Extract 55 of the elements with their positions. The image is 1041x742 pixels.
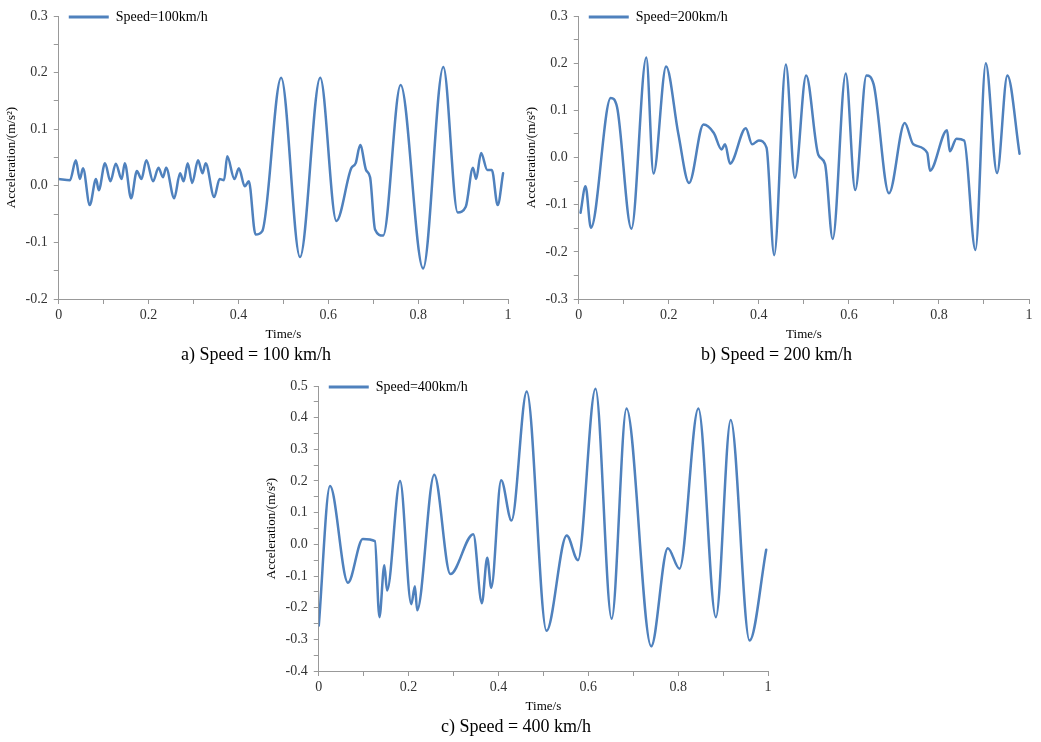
y-tick-label: 0.2 — [290, 472, 308, 488]
y-tick-label: 0.0 — [550, 149, 568, 165]
y-tick-label: 0.2 — [550, 54, 568, 70]
y-axis-title: Acceleration/(m/s²) — [263, 477, 279, 580]
y-tick-label: -0.1 — [545, 196, 568, 212]
text: b) Speed = 200 km/h — [700, 343, 853, 365]
x-tick-label: 0.2 — [399, 679, 418, 695]
x-tick-label: 0.6 — [840, 307, 858, 323]
x-tick-label: 1 — [764, 679, 772, 695]
line-series — [579, 56, 1021, 257]
x-tick-label: 0.6 — [319, 307, 338, 323]
x-tick-label: 0.2 — [660, 307, 678, 323]
x-tick-label: 0.8 — [669, 679, 687, 695]
x-axis-title: Time/s — [525, 698, 562, 714]
y-tick-label: 0.2 — [30, 64, 48, 80]
x-tick-label: 0.4 — [750, 307, 768, 323]
x-tick-label: 0 — [55, 307, 63, 323]
legend-label: Speed=200km/h — [635, 8, 728, 24]
line-series — [58, 65, 505, 270]
x-tick-label: 0.2 — [139, 307, 158, 323]
y-tick-label: 0.1 — [550, 102, 568, 118]
legend-label: Speed=100km/h — [115, 8, 208, 24]
x-tick-label: 0.4 — [229, 307, 248, 323]
x-tick-label: 0.8 — [409, 307, 427, 323]
x-tick-label: 0.8 — [930, 307, 948, 323]
x-tick-label: 0 — [575, 307, 583, 323]
x-tick-label: 0.4 — [489, 679, 508, 695]
y-tick-label: 0.3 — [290, 441, 308, 457]
x-axis-title: Time/s — [786, 326, 822, 342]
y-tick-label: 0.0 — [290, 536, 308, 552]
y-tick-label: -0.1 — [285, 567, 308, 583]
y-tick-label: 0.1 — [30, 120, 48, 136]
y-axis-title: Acceleration/(m/s²) — [523, 106, 539, 209]
y-tick-label: 0.3 — [30, 7, 48, 23]
y-tick-label: -0.1 — [25, 234, 48, 250]
legend-label: Speed=400km/h — [375, 378, 468, 394]
x-axis-title: Time/s — [265, 326, 302, 342]
y-tick-label: -0.3 — [545, 290, 568, 306]
y-tick-label: 0.0 — [30, 177, 48, 193]
y-axis-title: Acceleration/(m/s²) — [3, 106, 19, 209]
x-tick-label: 0.6 — [579, 679, 598, 695]
y-tick-label: -0.2 — [545, 243, 568, 259]
x-tick-label: 1 — [504, 307, 512, 323]
y-tick-label: 0.3 — [550, 7, 568, 23]
y-tick-label: -0.4 — [285, 662, 308, 678]
y-tick-label: -0.2 — [285, 599, 308, 615]
y-tick-label: 0.1 — [290, 504, 308, 520]
text: a) Speed = 100 km/h — [180, 343, 332, 365]
y-tick-label: -0.2 — [25, 290, 48, 306]
x-tick-label: 1 — [1025, 307, 1033, 323]
y-tick-label: 0.4 — [290, 409, 308, 425]
y-tick-label: 0.5 — [290, 377, 308, 393]
text: c) Speed = 400 km/h — [440, 715, 592, 737]
y-tick-label: -0.3 — [285, 631, 308, 647]
x-tick-label: 0 — [315, 679, 323, 695]
